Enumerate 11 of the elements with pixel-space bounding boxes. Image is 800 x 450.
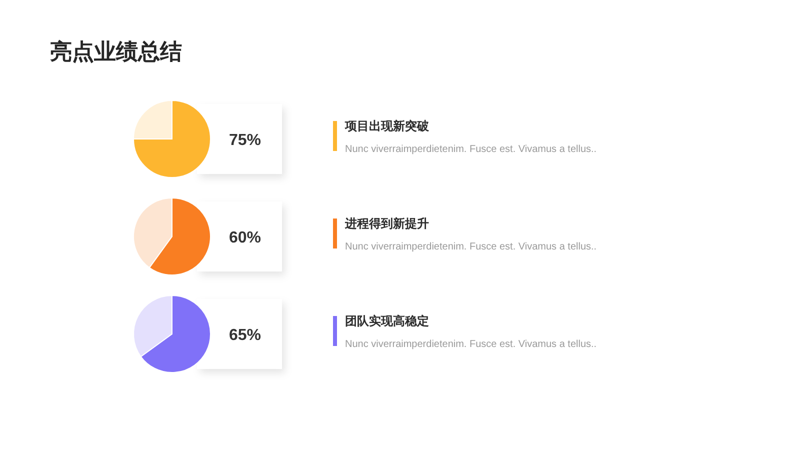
text: Nunc viverraimperdietenim. Fusce est. Vivamus a tellus.. (345, 144, 597, 155)
text: 亮点业绩总结 (50, 39, 182, 64)
data-label: 60% (228, 230, 262, 246)
data-label: 75% (228, 132, 262, 149)
text: Nunc viverraimperdietenim. Fusce est. Vivamus a tellus.. (345, 339, 597, 350)
data-label: 65% (228, 327, 262, 344)
text: 团队实现高稳定 (345, 314, 429, 328)
text: 项目出现新突破 (344, 119, 430, 133)
pie-slice (133, 100, 211, 178)
text: 进程得到新提升 (344, 216, 429, 230)
text: Nunc viverraimperdietenim. Fusce est. Vivamus a tellus.. (345, 242, 597, 252)
